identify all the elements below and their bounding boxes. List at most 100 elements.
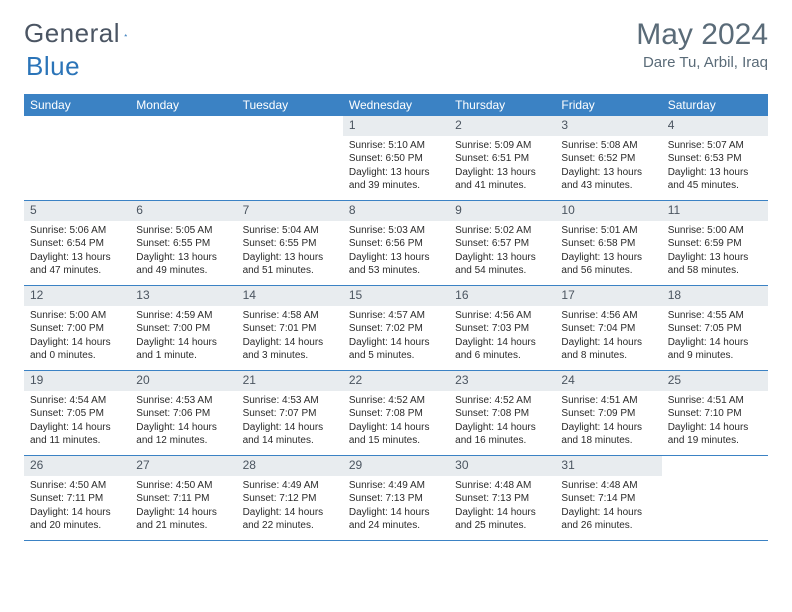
detail-line: Sunset: 7:11 PM [136,492,230,506]
detail-line: Daylight: 14 hours [30,421,124,435]
detail-line: Daylight: 13 hours [561,251,655,265]
detail-line: Sunset: 7:11 PM [30,492,124,506]
day-details: Sunrise: 5:00 AMSunset: 6:59 PMDaylight:… [662,221,768,282]
detail-line: Sunrise: 4:48 AM [561,479,655,493]
day-details: Sunrise: 5:10 AMSunset: 6:50 PMDaylight:… [343,136,449,197]
day-number: 9 [449,201,555,221]
day-details: Sunrise: 4:52 AMSunset: 7:08 PMDaylight:… [343,391,449,452]
day-number: 1 [343,116,449,136]
detail-line: and 45 minutes. [668,179,762,193]
week-row: 12Sunrise: 5:00 AMSunset: 7:00 PMDayligh… [24,286,768,371]
detail-line: Daylight: 13 hours [349,251,443,265]
day-number: 4 [662,116,768,136]
sail-icon [124,25,127,45]
day-number: 17 [555,286,661,306]
detail-line: Daylight: 14 hours [668,421,762,435]
detail-line: Sunset: 7:04 PM [561,322,655,336]
day-number: 15 [343,286,449,306]
detail-line: and 3 minutes. [243,349,337,363]
detail-line: Sunrise: 4:52 AM [349,394,443,408]
dayhead-fri: Friday [555,94,661,116]
detail-line: Sunrise: 4:52 AM [455,394,549,408]
detail-line: Sunrise: 4:59 AM [136,309,230,323]
detail-line: Daylight: 14 hours [30,336,124,350]
detail-line: Sunset: 7:13 PM [349,492,443,506]
day-details: Sunrise: 4:53 AMSunset: 7:06 PMDaylight:… [130,391,236,452]
detail-line: and 20 minutes. [30,519,124,533]
weeks-container: 1Sunrise: 5:10 AMSunset: 6:50 PMDaylight… [24,116,768,541]
day-details: Sunrise: 5:08 AMSunset: 6:52 PMDaylight:… [555,136,661,197]
detail-line: Sunset: 6:52 PM [561,152,655,166]
day-number: 21 [237,371,343,391]
day-number: 2 [449,116,555,136]
detail-line: Sunset: 6:50 PM [349,152,443,166]
day-number: 28 [237,456,343,476]
day-number: 12 [24,286,130,306]
day-cell [662,456,768,540]
day-number: 3 [555,116,661,136]
detail-line: and 5 minutes. [349,349,443,363]
day-details: Sunrise: 4:48 AMSunset: 7:14 PMDaylight:… [555,476,661,537]
detail-line: Daylight: 14 hours [30,506,124,520]
location-label: Dare Tu, Arbil, Iraq [636,54,768,71]
detail-line: and 11 minutes. [30,434,124,448]
day-details: Sunrise: 4:50 AMSunset: 7:11 PMDaylight:… [24,476,130,537]
detail-line: and 49 minutes. [136,264,230,278]
detail-line: Daylight: 14 hours [455,506,549,520]
day-details: Sunrise: 4:58 AMSunset: 7:01 PMDaylight:… [237,306,343,367]
brand-part1: General [24,18,120,49]
day-details: Sunrise: 4:53 AMSunset: 7:07 PMDaylight:… [237,391,343,452]
day-details: Sunrise: 4:48 AMSunset: 7:13 PMDaylight:… [449,476,555,537]
detail-line: Sunset: 7:07 PM [243,407,337,421]
detail-line: Daylight: 14 hours [349,421,443,435]
detail-line: Sunrise: 4:56 AM [561,309,655,323]
day-number: 20 [130,371,236,391]
day-number: 24 [555,371,661,391]
day-cell: 6Sunrise: 5:05 AMSunset: 6:55 PMDaylight… [130,201,236,285]
day-cell: 19Sunrise: 4:54 AMSunset: 7:05 PMDayligh… [24,371,130,455]
dayhead-thu: Thursday [449,94,555,116]
detail-line: Sunrise: 4:49 AM [349,479,443,493]
calendar-page: General May 2024 Dare Tu, Arbil, Iraq Bl… [0,0,792,612]
detail-line: Sunrise: 5:10 AM [349,139,443,153]
detail-line: Sunrise: 4:49 AM [243,479,337,493]
day-cell: 17Sunrise: 4:56 AMSunset: 7:04 PMDayligh… [555,286,661,370]
detail-line: Sunrise: 4:53 AM [243,394,337,408]
detail-line: and 22 minutes. [243,519,337,533]
day-cell [24,116,130,200]
day-number: 18 [662,286,768,306]
day-details: Sunrise: 5:06 AMSunset: 6:54 PMDaylight:… [24,221,130,282]
detail-line: and 47 minutes. [30,264,124,278]
day-number: 14 [237,286,343,306]
detail-line: Sunrise: 5:01 AM [561,224,655,238]
dayhead-wed: Wednesday [343,94,449,116]
day-cell: 3Sunrise: 5:08 AMSunset: 6:52 PMDaylight… [555,116,661,200]
day-number: 7 [237,201,343,221]
detail-line: Daylight: 14 hours [668,336,762,350]
day-cell: 20Sunrise: 4:53 AMSunset: 7:06 PMDayligh… [130,371,236,455]
detail-line: Daylight: 14 hours [455,336,549,350]
dayhead-sun: Sunday [24,94,130,116]
detail-line: Sunset: 6:55 PM [136,237,230,251]
day-number: 25 [662,371,768,391]
detail-line: and 54 minutes. [455,264,549,278]
detail-line: Daylight: 14 hours [136,421,230,435]
day-details: Sunrise: 5:03 AMSunset: 6:56 PMDaylight:… [343,221,449,282]
day-number [662,456,768,474]
detail-line: Sunset: 7:06 PM [136,407,230,421]
detail-line: and 24 minutes. [349,519,443,533]
day-header-row: Sunday Monday Tuesday Wednesday Thursday… [24,94,768,116]
day-cell: 2Sunrise: 5:09 AMSunset: 6:51 PMDaylight… [449,116,555,200]
day-number: 19 [24,371,130,391]
detail-line: Sunrise: 4:53 AM [136,394,230,408]
detail-line: Sunrise: 4:57 AM [349,309,443,323]
day-cell [237,116,343,200]
day-number: 22 [343,371,449,391]
day-cell: 10Sunrise: 5:01 AMSunset: 6:58 PMDayligh… [555,201,661,285]
dayhead-sat: Saturday [662,94,768,116]
day-number: 27 [130,456,236,476]
day-number: 23 [449,371,555,391]
detail-line: Sunset: 7:03 PM [455,322,549,336]
day-cell [130,116,236,200]
detail-line: Daylight: 13 hours [349,166,443,180]
